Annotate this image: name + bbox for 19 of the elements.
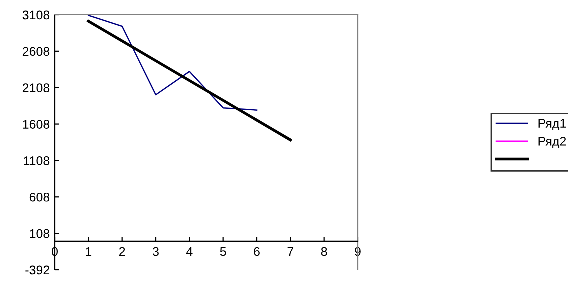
legend-label: Ряд1 [538,119,566,130]
line-series [88,15,258,111]
y-tick-label: -392 [26,266,50,275]
y-tick-label: 3108 [22,10,50,20]
x-tick-label: 6 [254,247,260,256]
x-tick-label: 2 [119,247,126,256]
x-tick-label: 3 [153,247,159,256]
y-tick-label: 108 [30,229,50,238]
x-tick-label: 8 [321,247,328,256]
x-tick-label: 5 [220,247,226,256]
y-tick-label: 608 [30,192,50,202]
x-tick-label: 1 [86,247,92,256]
legend-label: Ряд2 [538,137,566,148]
y-tick-label: 1608 [23,120,50,129]
y-tick-label: 2608 [22,47,50,56]
x-tick-label: 4 [186,247,193,256]
y-tick-label: 1108 [24,156,50,166]
x-tick-label: 7 [288,247,294,256]
y-tick-label: 2108 [22,84,50,93]
